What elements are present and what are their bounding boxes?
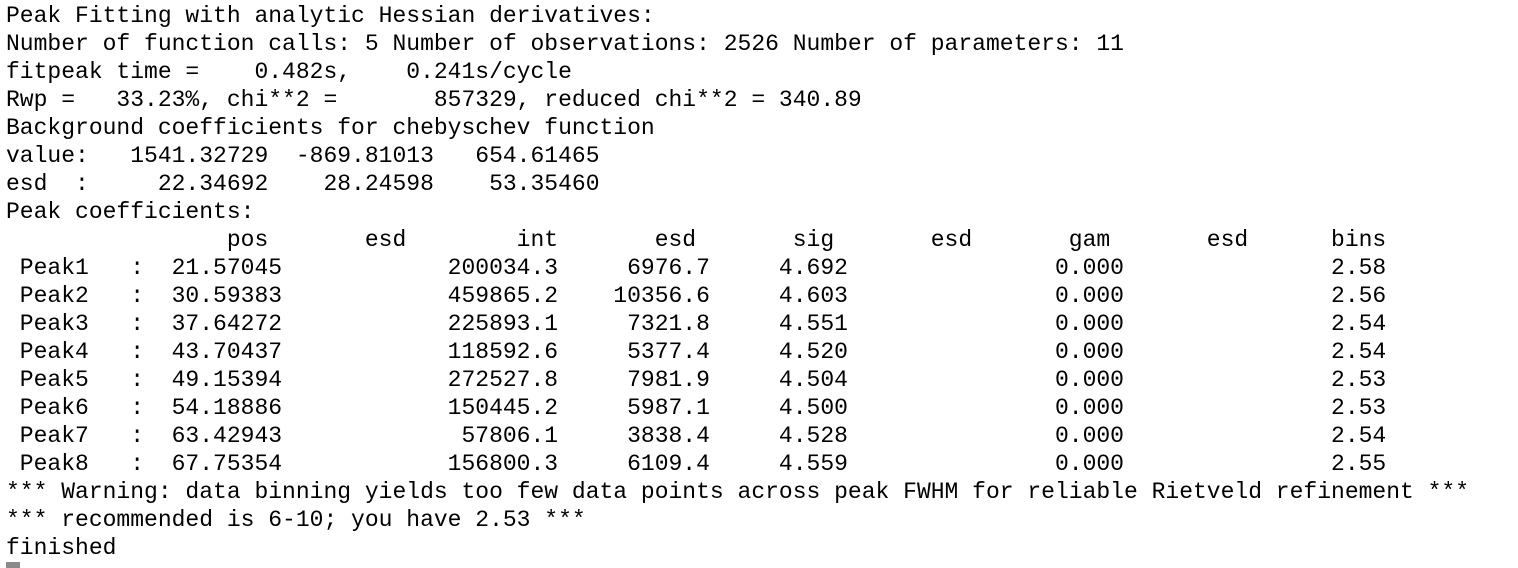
terminal-output: Peak Fitting with analytic Hessian deriv… xyxy=(6,2,1469,562)
output-line: esd : 22.34692 28.24598 53.35460 xyxy=(6,171,600,197)
output-line: finished xyxy=(6,535,117,561)
output-line: Peak6 : 54.18886 150445.2 5987.1 4.500 0… xyxy=(6,395,1387,421)
output-line: Peak5 : 49.15394 272527.8 7981.9 4.504 0… xyxy=(6,367,1387,393)
cursor xyxy=(6,562,20,568)
output-line: *** Warning: data binning yields too few… xyxy=(6,479,1470,505)
output-line: fitpeak time = 0.482s, 0.241s/cycle xyxy=(6,59,572,85)
output-line: Peak2 : 30.59383 459865.2 10356.6 4.603 … xyxy=(6,283,1387,309)
output-line: Peak1 : 21.57045 200034.3 6976.7 4.692 0… xyxy=(6,255,1387,281)
output-line: Rwp = 33.23%, chi**2 = 857329, reduced c… xyxy=(6,87,862,113)
output-line: Peak7 : 63.42943 57806.1 3838.4 4.528 0.… xyxy=(6,423,1387,449)
output-line: pos esd int esd sig esd gam esd bins xyxy=(6,227,1387,253)
output-line: Number of function calls: 5 Number of ob… xyxy=(6,31,1124,57)
output-line: Peak3 : 37.64272 225893.1 7321.8 4.551 0… xyxy=(6,311,1387,337)
output-line: Peak8 : 67.75354 156800.3 6109.4 4.559 0… xyxy=(6,451,1387,477)
output-line: Peak Fitting with analytic Hessian deriv… xyxy=(6,3,655,29)
output-line: Peak coefficients: xyxy=(6,199,255,225)
output-line: *** recommended is 6-10; you have 2.53 *… xyxy=(6,507,586,533)
output-line: value: 1541.32729 -869.81013 654.61465 xyxy=(6,143,600,169)
output-line: Peak4 : 43.70437 118592.6 5377.4 4.520 0… xyxy=(6,339,1387,365)
output-line: Background coefficients for chebyschev f… xyxy=(6,115,655,141)
